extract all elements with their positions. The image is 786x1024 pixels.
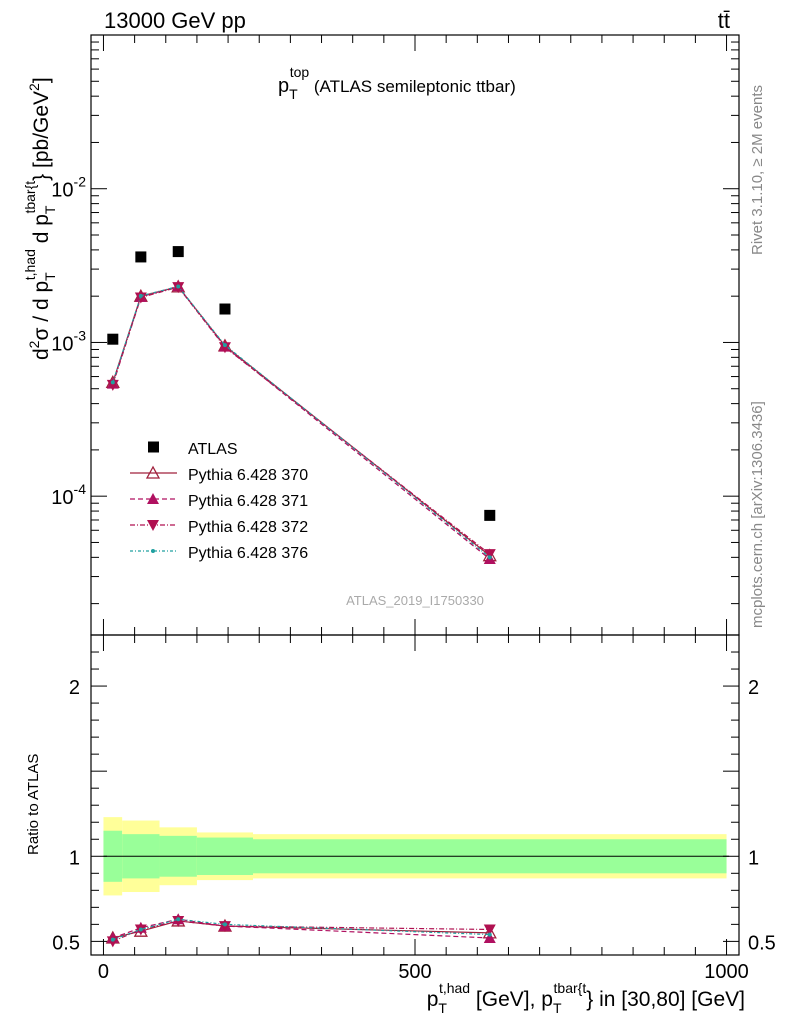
legend: ATLAS Pythia 6.428 370 Pythia 6.428 371 Pyt… [130, 441, 308, 562]
series-marker-main [138, 293, 143, 298]
series-marker-ratio [138, 927, 143, 932]
series-marker-main [106, 379, 119, 391]
legend-label-atlas: ATLAS [188, 441, 238, 458]
legend-marker-0 [145, 465, 161, 479]
series-marker-ratio [172, 915, 185, 927]
series-marker-main [176, 284, 181, 289]
rivet-label: Rivet 3.1.10, ≥ 2M events [749, 85, 766, 255]
series-line-main-3 [112, 285, 491, 558]
series-line-ratio-3 [112, 918, 490, 941]
series-line-ratio-2 [112, 920, 490, 942]
x-tick-label: 1000 [704, 961, 749, 983]
atlas-data-point [107, 333, 119, 345]
ratio-y-tick-label-left: 0.5 [52, 932, 80, 954]
series-marker-ratio [106, 936, 119, 948]
series-marker-ratio [110, 937, 115, 942]
x-tick-label: 0 [98, 961, 109, 983]
series-marker-main [483, 549, 496, 561]
ratio-y-tick-label-left: 2 [69, 677, 80, 699]
series-marker-ratio [487, 932, 492, 937]
legend-label-2: Pythia 6.428 372 [188, 519, 308, 536]
main-y-axis-title: d2σ / d pTt,had d pTtbar{t} [pb/GeV2] [22, 77, 58, 360]
atlas-data-point [484, 509, 496, 521]
ratio-y-axis-title: Ratio to ATLAS [25, 754, 42, 855]
mcplots-label: mcplots.cern.ch [arXiv:1306.3436] [749, 401, 766, 628]
analysis-label: ATLAS_2019_I1750330 [346, 593, 484, 608]
ratio-y-tick-label-right: 1 [748, 847, 759, 869]
legend-marker-1 [147, 493, 159, 504]
legend-label-1: Pythia 6.428 371 [188, 493, 308, 510]
legend-label-0: Pythia 6.428 370 [188, 467, 308, 484]
x-axis-ticks: 0 500 1000 [98, 35, 749, 983]
ratio-axis-ticks: 0.5 0.5 1 1 2 2 [52, 651, 776, 954]
legend-marker-atlas [148, 441, 159, 453]
series-marker-main [222, 343, 227, 348]
header-left-label: 13000 GeV pp [104, 8, 246, 33]
series-marker-ratio [483, 924, 496, 936]
series-marker-ratio [222, 922, 227, 927]
mc-series-lines [105, 279, 497, 948]
ratio-y-tick-label-right: 0.5 [748, 932, 776, 954]
ratio-y-tick-label-right: 2 [748, 677, 759, 699]
atlas-data-point [172, 246, 184, 258]
legend-label-3: Pythia 6.428 376 [188, 545, 308, 562]
atlas-data-points [107, 246, 496, 521]
series-marker-main [218, 342, 231, 354]
atlas-data-point [135, 251, 147, 263]
plot-title: pTtop (ATLAS semileptonic ttbar) [278, 64, 516, 102]
ratio-uncertainty-bands [103, 817, 729, 896]
main-y-tick-label: 10-2 [51, 174, 86, 202]
series-marker-main [110, 380, 115, 385]
series-line-main-0 [112, 286, 491, 557]
legend-marker-3 [151, 549, 155, 553]
ratio-y-tick-label-left: 1 [69, 847, 80, 869]
series-marker-ratio [176, 917, 181, 922]
main-y-tick-label: 10-4 [51, 481, 86, 509]
atlas-data-point [219, 303, 231, 315]
series-marker-main [487, 555, 492, 560]
main-axis-ticks: 10-4 10-3 10-2 [51, 34, 739, 605]
x-axis-title: pTt,had [GeV], pTtbar{t} in [30,80] [GeV… [427, 980, 745, 1016]
header-right-label: tt̄ [718, 8, 730, 33]
x-tick-label: 500 [398, 961, 431, 983]
main-y-tick-label: 10-3 [51, 327, 86, 355]
series-marker-ratio [483, 931, 496, 943]
ratio-panel-frame [90, 634, 740, 956]
legend-marker-2 [147, 520, 159, 531]
